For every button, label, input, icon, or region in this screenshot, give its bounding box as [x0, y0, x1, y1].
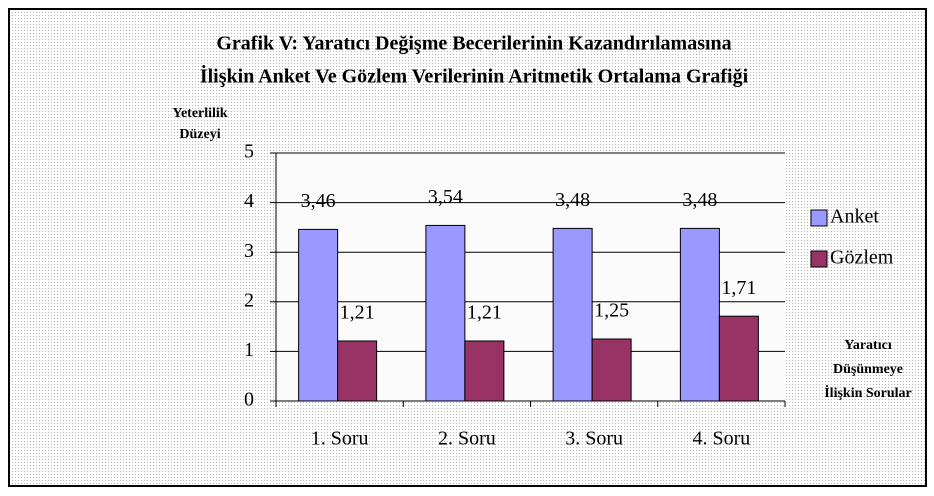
value-label: 1,25	[594, 300, 629, 322]
legend-swatch	[810, 250, 828, 268]
y-tick-label: 2	[244, 289, 254, 311]
value-label: 3,48	[682, 189, 717, 211]
value-label: 1,21	[340, 302, 375, 324]
value-label: 3,46	[301, 190, 336, 212]
legend-label: Anket	[830, 206, 879, 228]
bar	[718, 315, 759, 402]
x-tick-label: 1. Soru	[311, 428, 369, 450]
x-tick-label: 4. Soru	[692, 428, 750, 450]
bar	[679, 227, 720, 402]
bar	[552, 227, 593, 402]
value-label: 1,21	[467, 302, 502, 324]
x-axis-label: İlişkin Sorular	[824, 384, 912, 401]
y-tick-label: 0	[244, 389, 254, 411]
y-tick-label: 4	[244, 190, 254, 212]
value-label: 1,71	[721, 277, 756, 299]
value-label: 3,54	[428, 186, 463, 208]
x-axis-label: Düşünmeye	[833, 362, 903, 377]
chart-title: Grafik V: Yaratıcı Değişme Becerilerinin…	[216, 33, 731, 55]
y-tick-label: 3	[244, 240, 254, 262]
bar	[298, 228, 339, 402]
y-axis-label: Düzeyi	[179, 127, 220, 142]
bar	[464, 340, 505, 402]
bar	[591, 338, 632, 402]
bar	[337, 340, 378, 402]
bar	[425, 224, 466, 402]
y-tick-label: 5	[244, 141, 254, 163]
legend-swatch	[810, 209, 828, 227]
y-tick-label: 1	[244, 339, 254, 361]
value-label: 3,48	[555, 189, 590, 211]
x-axis-label: Yaratıcı	[844, 338, 892, 353]
legend-label: Gözlem	[830, 247, 894, 269]
y-axis-label: Yeterlilik	[172, 106, 227, 121]
x-tick-label: 2. Soru	[438, 428, 496, 450]
x-tick-label: 3. Soru	[565, 428, 623, 450]
chart-title: İlişkin Anket Ve Gözlem Verilerinin Arit…	[200, 64, 749, 88]
